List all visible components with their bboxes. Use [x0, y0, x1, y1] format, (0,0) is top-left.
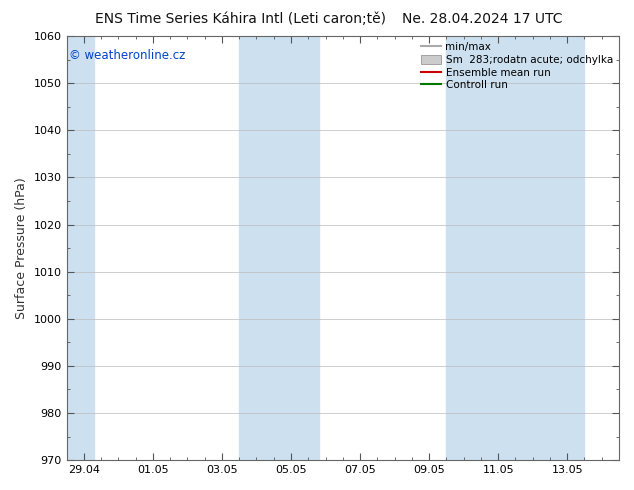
Text: Ne. 28.04.2024 17 UTC: Ne. 28.04.2024 17 UTC — [401, 12, 562, 26]
Y-axis label: Surface Pressure (hPa): Surface Pressure (hPa) — [15, 177, 28, 319]
Text: © weatheronline.cz: © weatheronline.cz — [69, 49, 186, 62]
Bar — [239, 36, 319, 460]
Legend: min/max, Sm  283;rodatn acute; odchylka, Ensemble mean run, Controll run: min/max, Sm 283;rodatn acute; odchylka, … — [420, 41, 614, 91]
Bar — [67, 36, 94, 460]
Text: ENS Time Series Káhira Intl (Leti caron;tě): ENS Time Series Káhira Intl (Leti caron;… — [96, 12, 386, 26]
Bar — [446, 36, 585, 460]
